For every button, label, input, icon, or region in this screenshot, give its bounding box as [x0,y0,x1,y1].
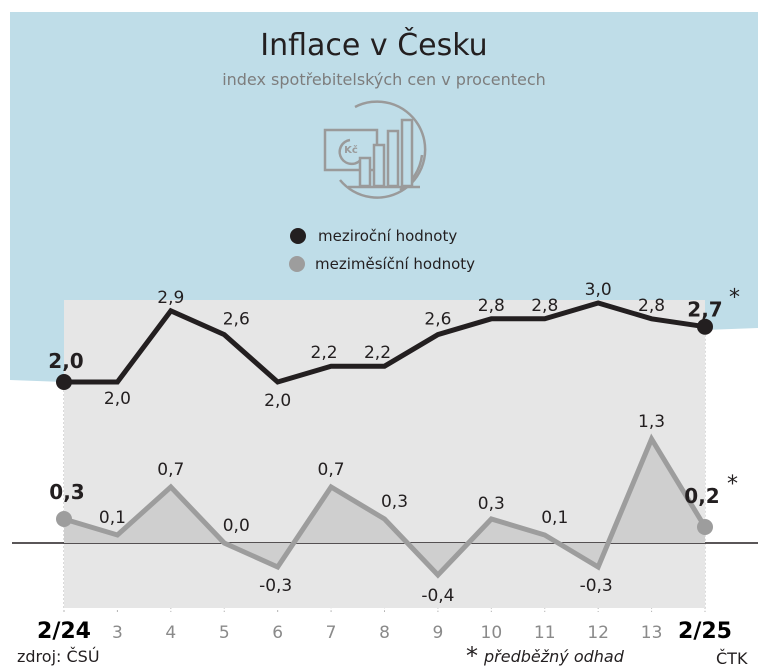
source-label: zdroj: ČSÚ [17,647,100,666]
value-labels: 2,0 2,0 2,9 2,6 2,0 2,2 2,2 2,6 2,8 2,8 3,0 2,8 2,7 *… [48,280,740,606]
yoy-underfill [64,303,705,608]
x-tick-label: 8 [379,623,390,643]
mom-area [64,439,705,575]
x-tick-label: 2/25 [678,619,732,644]
legend-marker-mom [289,256,305,272]
mom-value-label: 0,3 [478,494,505,514]
x-axis-ticks: 2/24 3 4 5 6 7 8 9 10 11 12 13 2/25 [37,619,732,644]
yoy-value-label: 2,9 [157,288,184,308]
yoy-value-label: 2,2 [364,343,391,363]
yoy-value-label: 2,0 [48,349,83,373]
chart-title: Inflace v Česku [260,26,487,63]
mom-value-label: 0,2 [684,484,719,508]
yoy-value-label: 2,0 [104,389,131,409]
mom-value-label: -0,3 [259,576,292,596]
yoy-line [64,300,706,385]
x-tick-label: 12 [587,623,609,643]
yoy-value-label: 2,8 [478,296,505,316]
mom-value-label: 0,7 [318,460,345,480]
x-tick-label: 13 [641,623,663,643]
x-tick-label: 4 [165,623,176,643]
legend-label-mom: meziměsíční hodnoty [315,255,475,273]
chart-subtitle: index spotřebitelských cen v procentech [222,70,546,89]
x-tick-label: 6 [272,623,283,643]
mom-value-label: 0,7 [157,460,184,480]
yoy-value-label: 2,7 [687,298,722,322]
currency-label: Kč [344,144,358,156]
x-tick-label: 5 [219,623,230,643]
yoy-area [64,303,705,608]
note-label: předběžný odhad [483,647,625,666]
legend-marker-yoy [290,228,306,244]
agency-label: ČTK [716,649,748,668]
preliminary-asterisk: * [729,286,740,311]
x-tick-label: 3 [112,623,123,643]
x-tick-label: 2/24 [37,619,91,644]
mom-value-label: 1,3 [638,412,665,432]
mom-value-label: -0,3 [580,576,613,596]
x-tick-label: 10 [481,623,503,643]
yoy-value-label: 3,0 [585,280,612,300]
mom-value-label: 0,1 [541,508,568,528]
mom-line [63,433,708,579]
yoy-value-label: 2,8 [638,296,665,316]
legend: meziroční hodnoty meziměsíční hodnoty [289,227,475,273]
x-tick-label: 11 [534,623,556,643]
yoy-start-marker [56,374,72,390]
x-tick-label: 9 [433,623,444,643]
mom-value-label: -0,4 [421,586,454,606]
mom-value-label: 0,1 [99,508,126,528]
note-asterisk: * [466,642,478,670]
mom-value-label: 0,3 [49,480,84,504]
mom-value-label: 0,3 [381,492,408,512]
yoy-value-label: 2,6 [223,310,250,330]
mom-start-marker [56,511,72,527]
yoy-value-label: 2,2 [311,343,338,363]
preliminary-asterisk: * [727,472,738,497]
mom-fill-area [64,439,705,575]
series-lines [56,300,713,579]
mom-end-marker [697,519,713,535]
yoy-end-marker [697,318,713,335]
yoy-value-label: 2,6 [424,310,451,330]
yoy-value-label: 2,8 [531,296,558,316]
x-tick-label: 7 [326,623,337,643]
money-chart-icon [323,100,427,199]
mom-value-label: 0,0 [223,516,250,536]
yoy-value-label: 2,0 [264,391,291,411]
legend-label-yoy: meziroční hodnoty [318,227,457,245]
